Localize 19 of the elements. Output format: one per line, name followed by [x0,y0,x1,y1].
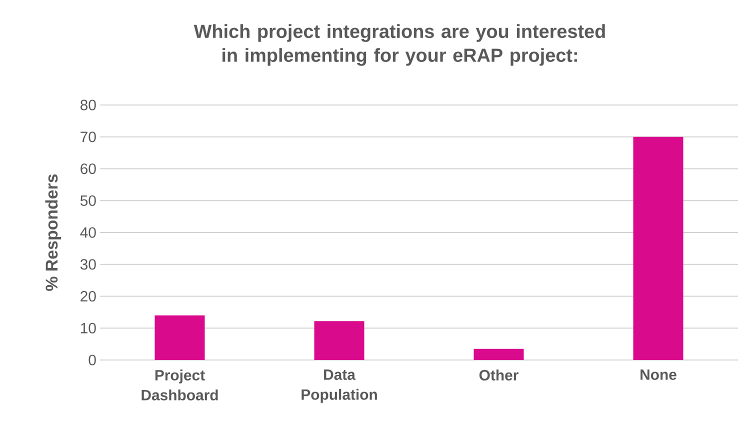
y-axis-title: % Responders [45,174,62,291]
y-tick-label: 0 [88,354,96,366]
x-tick-label: None [640,370,676,380]
y-tick-label: 80 [80,100,96,110]
x-tick-label: Project Dashboard [142,370,218,400]
bar [314,321,364,360]
chart-title: Which project integrations are you interested in implementing for your eRAP project: [194,24,605,66]
y-tick-label: 40 [80,227,96,238]
y-tick-label: 50 [80,195,96,206]
bar [474,348,524,360]
bar [633,136,684,360]
y-tick-label: 70 [80,132,96,142]
bar [154,315,205,360]
x-tick-label: Data Population [302,370,377,403]
x-tick-label: Other [479,370,518,380]
y-tick-label: 30 [80,259,96,270]
y-tick-label: 10 [81,322,96,334]
y-tick-label: 20 [80,290,96,302]
y-tick-label: 60 [80,163,96,174]
